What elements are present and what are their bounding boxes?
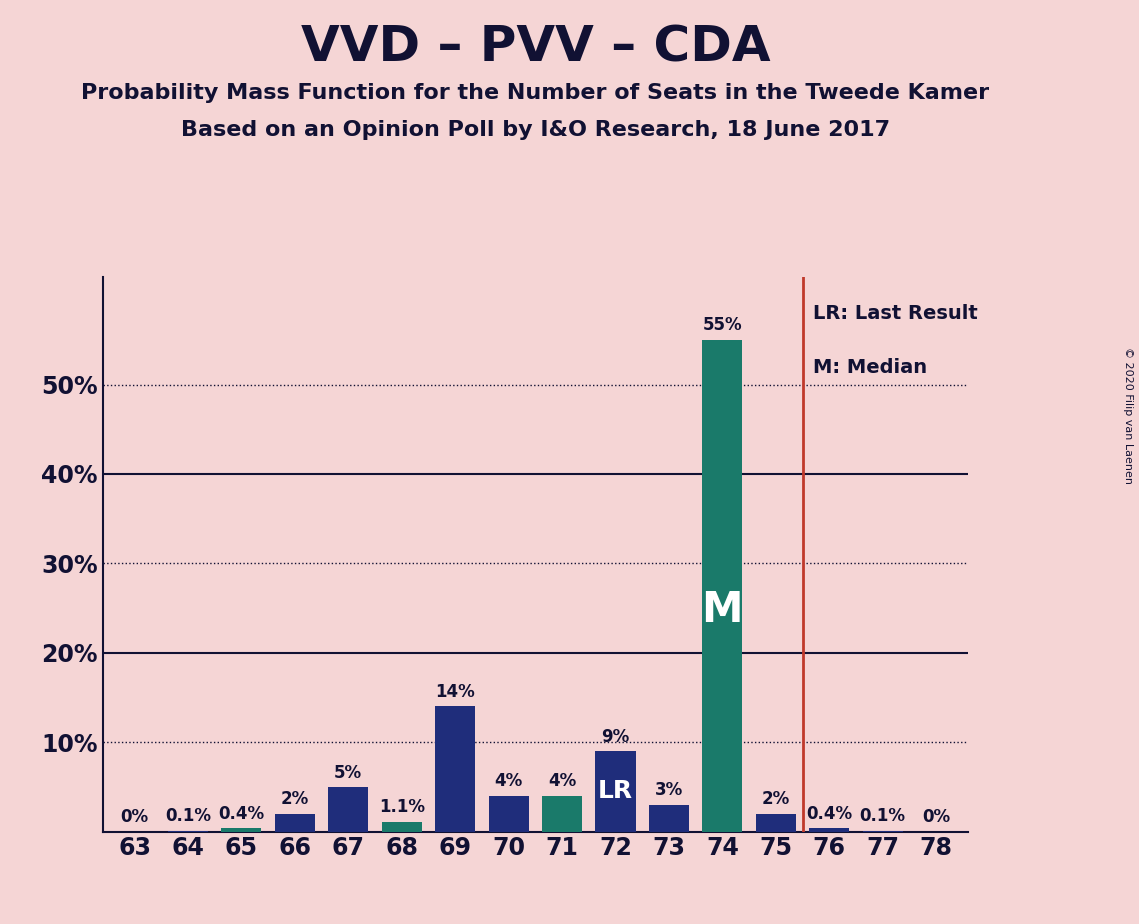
Text: 0.1%: 0.1% — [860, 808, 906, 825]
Text: 9%: 9% — [601, 728, 630, 746]
Text: 0.1%: 0.1% — [165, 808, 211, 825]
Text: © 2020 Filip van Laenen: © 2020 Filip van Laenen — [1123, 347, 1133, 484]
Bar — [435, 707, 475, 832]
Text: 0.4%: 0.4% — [219, 805, 264, 822]
Text: 0.4%: 0.4% — [806, 805, 852, 822]
Bar — [274, 814, 314, 832]
Text: M: Median: M: Median — [813, 358, 927, 377]
Bar — [649, 805, 689, 832]
Bar — [542, 796, 582, 832]
Bar — [596, 751, 636, 832]
Text: 55%: 55% — [703, 316, 743, 334]
Text: 5%: 5% — [334, 763, 362, 782]
Text: 0%: 0% — [923, 808, 950, 826]
Text: VVD – PVV – CDA: VVD – PVV – CDA — [301, 23, 770, 71]
Text: 0%: 0% — [121, 808, 148, 826]
Text: 2%: 2% — [280, 790, 309, 808]
Bar — [703, 340, 743, 832]
Text: LR: LR — [598, 779, 633, 803]
Text: 3%: 3% — [655, 782, 683, 799]
Text: M: M — [702, 590, 743, 631]
Text: LR: Last Result: LR: Last Result — [813, 304, 978, 323]
Text: 2%: 2% — [762, 790, 790, 808]
Bar — [756, 814, 796, 832]
Text: 14%: 14% — [435, 683, 475, 701]
Bar — [489, 796, 528, 832]
Bar — [809, 828, 850, 832]
Bar — [328, 787, 368, 832]
Text: 4%: 4% — [548, 772, 576, 790]
Text: 1.1%: 1.1% — [379, 798, 425, 817]
Bar — [221, 828, 262, 832]
Text: 4%: 4% — [494, 772, 523, 790]
Bar — [382, 821, 421, 832]
Text: Based on an Opinion Poll by I&O Research, 18 June 2017: Based on an Opinion Poll by I&O Research… — [181, 120, 890, 140]
Text: Probability Mass Function for the Number of Seats in the Tweede Kamer: Probability Mass Function for the Number… — [81, 83, 990, 103]
